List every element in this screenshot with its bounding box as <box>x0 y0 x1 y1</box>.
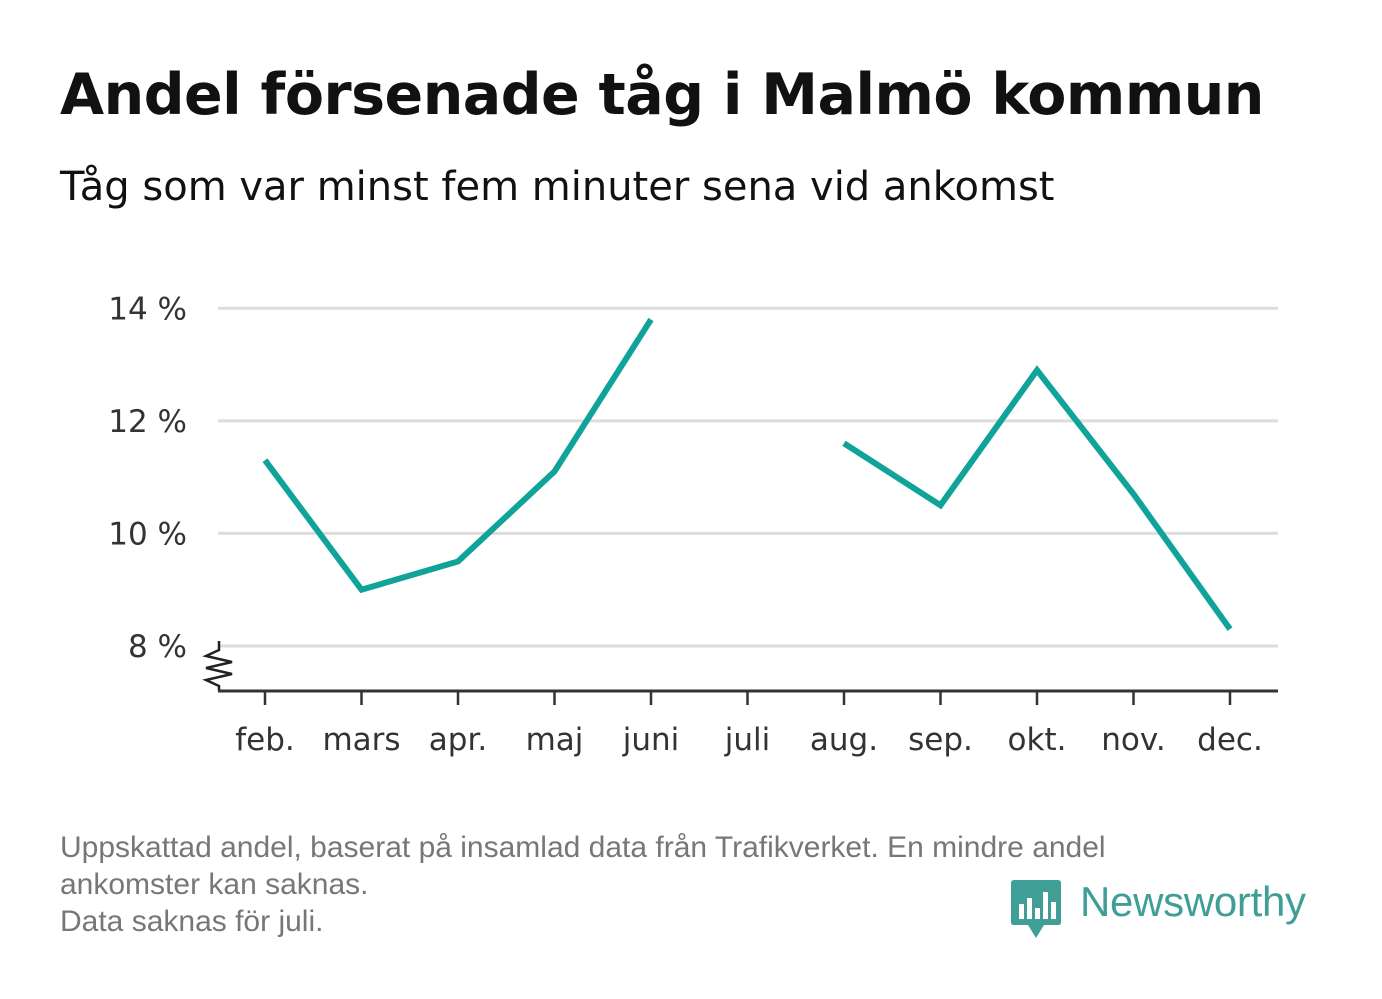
x-tick-label: mars <box>322 722 400 758</box>
series-lines <box>262 317 1233 631</box>
footnote-line: ankomster kan saknas. <box>60 868 369 901</box>
x-tick-label: okt. <box>1008 722 1067 758</box>
x-axis-ticks: feb. mars apr. maj juni juli aug. sep. okt. nov. d… <box>235 691 1263 758</box>
y-tick-label: 10 % <box>108 516 187 552</box>
y-axis-ticks: 8 % 10 % 12 % 14 % <box>108 291 187 665</box>
gridlines <box>218 306 1278 648</box>
x-tick-label: sep. <box>908 722 973 758</box>
y-axis-break-icon <box>202 641 233 691</box>
footnote-line: Data saknas för juli. <box>60 905 324 938</box>
x-tick-label: nov. <box>1101 722 1165 758</box>
x-tick-label: apr. <box>429 722 487 758</box>
y-tick-label: 8 % <box>128 629 187 665</box>
newsworthy-logo-icon <box>1011 880 1061 938</box>
x-tick-label: dec. <box>1197 722 1263 758</box>
line-chart: 8 % 10 % 12 % 14 % feb. mars apr. maj juni juli a… <box>108 291 1278 758</box>
chart-title: Andel försenade tåg i Malmö kommun <box>60 62 1264 128</box>
y-tick-label: 12 % <box>108 404 187 440</box>
x-tick-label: maj <box>526 722 584 758</box>
footnote-line: Uppskattad andel, baserat på insamlad da… <box>60 831 1106 864</box>
footnote: Uppskattad andel, baserat på insamlad da… <box>60 829 1340 940</box>
x-tick-label: juni <box>622 722 680 758</box>
brand-name: Newsworthy <box>1080 878 1306 925</box>
series-line <box>262 317 1233 631</box>
y-tick-label: 14 % <box>108 291 187 327</box>
x-tick-label: aug. <box>810 722 878 758</box>
x-tick-label: feb. <box>235 722 295 758</box>
chart-subtitle: Tåg som var minst fem minuter sena vid a… <box>60 164 1055 210</box>
x-tick-label: juli <box>724 722 771 758</box>
